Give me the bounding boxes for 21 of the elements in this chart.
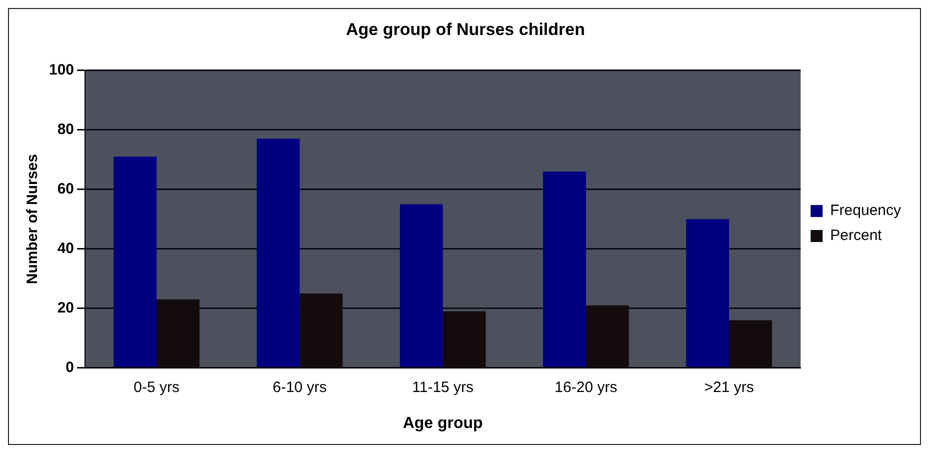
x-tick-label: 11-15 yrs bbox=[412, 378, 474, 396]
bar bbox=[400, 204, 443, 368]
bar bbox=[543, 172, 586, 368]
bar bbox=[256, 138, 300, 368]
y-tick-label: 60 bbox=[57, 180, 74, 198]
legend-label: Percent bbox=[830, 227, 883, 244]
y-tick-label: 40 bbox=[57, 240, 74, 257]
x-tick-label: 6-10 yrs bbox=[272, 378, 327, 396]
x-tick-label: 0-5 yrs bbox=[134, 378, 180, 396]
legend-label: Frequency bbox=[830, 202, 902, 220]
bar bbox=[686, 219, 730, 368]
y-tick-label: 20 bbox=[57, 299, 74, 316]
y-tick-label: 80 bbox=[57, 121, 74, 138]
y-tick-label: 0 bbox=[66, 358, 74, 376]
y-axis-title: Number of Nurses bbox=[24, 154, 42, 284]
x-axis-title: Age group bbox=[402, 414, 484, 432]
chart-title: Age group of Nurses children bbox=[346, 20, 585, 39]
x-tick-label: >21 yrs bbox=[704, 378, 754, 396]
x-tick-label: 16-20 yrs bbox=[554, 378, 618, 396]
y-tick-label: 100 bbox=[48, 62, 74, 79]
bar bbox=[114, 156, 157, 368]
